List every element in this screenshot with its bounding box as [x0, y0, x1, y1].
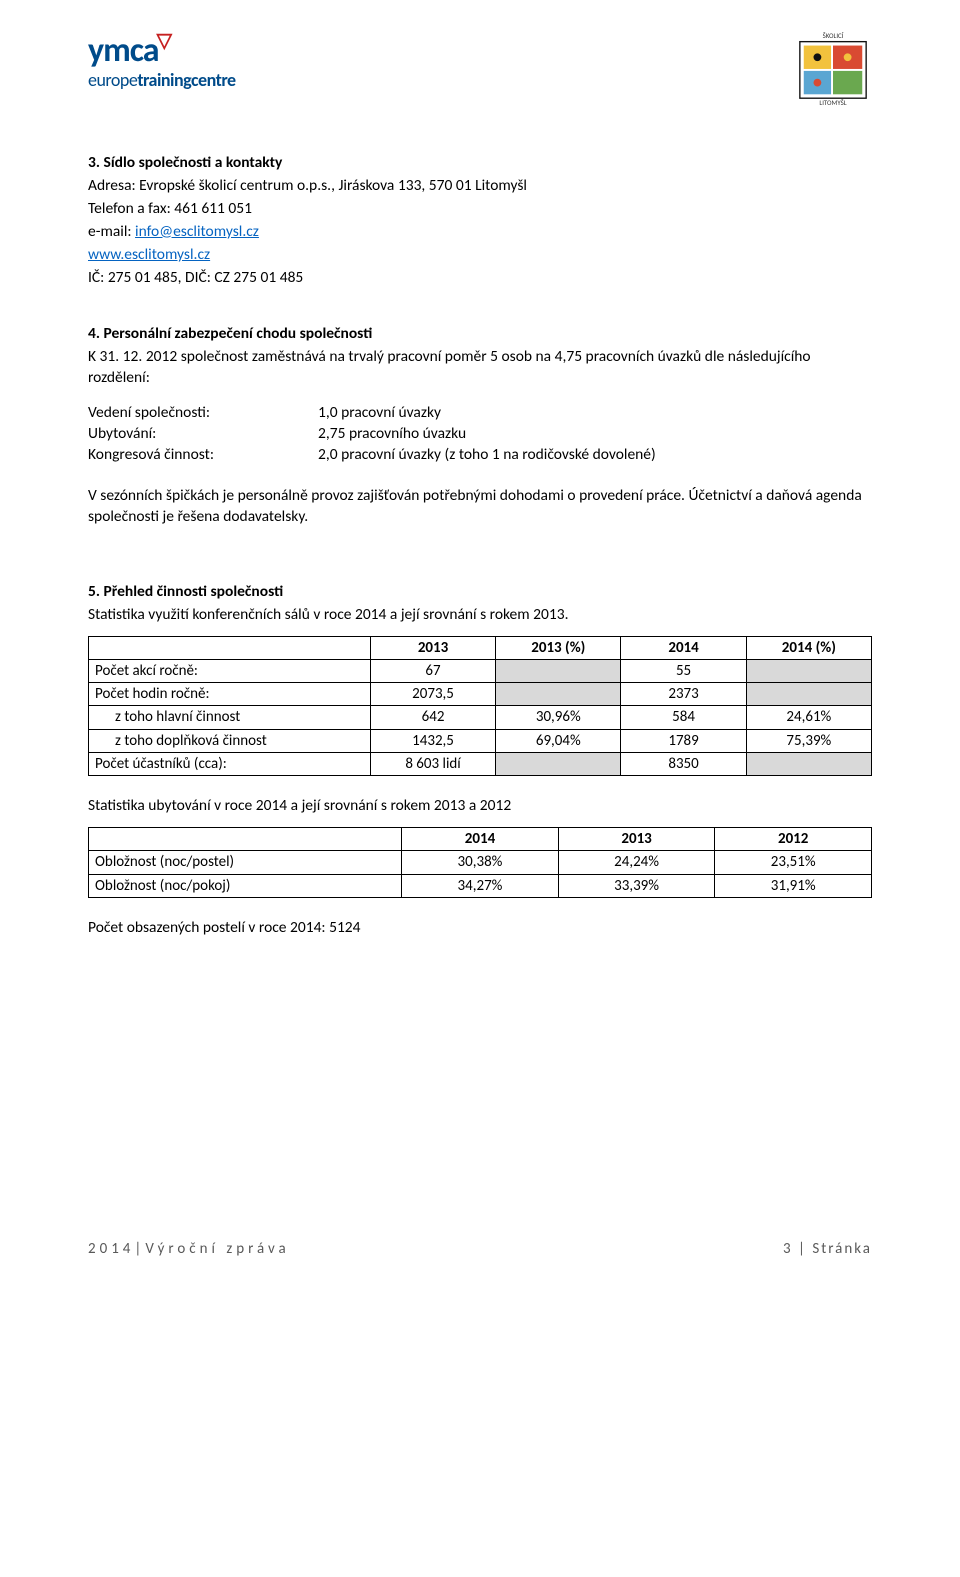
accommodation-stats-table: 201420132012Obložnost (noc/postel)30,38%…	[88, 827, 872, 898]
sec3-title: 3. Sídlo společnosti a kontakty	[88, 153, 872, 174]
email-link[interactable]: info@esclitomysl.cz	[135, 222, 259, 241]
table-cell: 55	[621, 659, 746, 682]
sec3-phone: Telefon a fax: 461 611 051	[88, 199, 872, 220]
table-cell: 23,51%	[715, 851, 872, 874]
sec4-p2: V sezónních špičkách je personálně provo…	[88, 486, 872, 528]
sec3-email-prefix: e-mail:	[88, 222, 135, 241]
allocation-label: Ubytování:	[88, 424, 318, 445]
table-cell	[746, 683, 871, 706]
allocation-row: Vedení společnosti:1,0 pracovní úvazky	[88, 403, 872, 424]
table-header: 2013	[558, 828, 715, 851]
ymca-logo-text: ymca▽	[88, 28, 236, 74]
allocation-label: Kongresová činnost:	[88, 445, 318, 466]
table-cell: 1432,5	[370, 729, 495, 752]
table-row: Počet akcí ročně:67 55	[89, 659, 872, 682]
allocation-value: 2,0 pracovní úvazky (z toho 1 na rodičov…	[318, 445, 872, 466]
website-link[interactable]: www.esclitomysl.cz	[88, 245, 210, 264]
table-cell: 34,27%	[402, 874, 559, 897]
section-3: 3. Sídlo společnosti a kontakty Adresa: …	[88, 153, 872, 289]
table-row: Počet hodin ročně:2073,5 2373	[89, 683, 872, 706]
table-cell: 8350	[621, 752, 746, 775]
footer-right: 3 | Stránka	[783, 1239, 872, 1259]
table-header	[89, 636, 371, 659]
sec4-title: 4. Personální zabezpečení chodu společno…	[88, 324, 872, 345]
table-cell: 2373	[621, 683, 746, 706]
table-cell: 8 603 lidí	[370, 752, 495, 775]
table-cell	[496, 659, 621, 682]
table-cell: 24,24%	[558, 851, 715, 874]
sec3-ic: IČ: 275 01 485, DIČ: CZ 275 01 485	[88, 268, 872, 289]
allocation-value: 1,0 pracovní úvazky	[318, 403, 872, 424]
table-cell: 24,61%	[746, 706, 871, 729]
table-row: Obložnost (noc/pokoj)34,27%33,39%31,91%	[89, 874, 872, 897]
row-label: Počet účastníků (cca):	[89, 752, 371, 775]
beds-count: Počet obsazených postelí v roce 2014: 51…	[88, 918, 872, 939]
table-cell	[746, 659, 871, 682]
conference-stats-table: 20132013 (%)20142014 (%)Počet akcí ročně…	[88, 636, 872, 777]
sec3-email-line: e-mail: info@esclitomysl.cz	[88, 222, 872, 243]
table-cell: 1789	[621, 729, 746, 752]
table-header: 2013 (%)	[496, 636, 621, 659]
table-header: 2014 (%)	[746, 636, 871, 659]
sec5-title: 5. Přehled činnosti společnosti	[88, 582, 872, 603]
table-header: 2014	[402, 828, 559, 851]
table-cell: 33,39%	[558, 874, 715, 897]
page-header: ymca▽ europetrainingcentre ŠKOLICÍ LITOM…	[88, 28, 872, 113]
table-row: z toho doplňková činnost1432,569,04%1789…	[89, 729, 872, 752]
ymca-triangle-icon: ▽	[157, 29, 171, 53]
row-label: Obložnost (noc/pokoj)	[89, 874, 402, 897]
table-header: 2012	[715, 828, 872, 851]
training-center-badge-icon: ŠKOLICÍ LITOMYŠL	[794, 28, 872, 106]
allocation-label: Vedení společnosti:	[88, 403, 318, 424]
table-cell: 69,04%	[496, 729, 621, 752]
table-cell	[746, 752, 871, 775]
allocation-row: Kongresová činnost:2,0 pracovní úvazky (…	[88, 445, 872, 466]
table-cell	[496, 752, 621, 775]
logo-right: ŠKOLICÍ LITOMYŠL	[794, 28, 872, 113]
svg-text:LITOMYŠL: LITOMYŠL	[819, 99, 846, 106]
table-row: z toho hlavní činnost64230,96%58424,61%	[89, 706, 872, 729]
table-cell: 30,38%	[402, 851, 559, 874]
row-label: Počet hodin ročně:	[89, 683, 371, 706]
footer-left: 2014|Výroční zpráva	[88, 1239, 290, 1259]
sec4-p1: K 31. 12. 2012 společnost zaměstnává na …	[88, 347, 872, 389]
row-label: z toho hlavní činnost	[89, 706, 371, 729]
table-cell: 30,96%	[496, 706, 621, 729]
table-cell: 75,39%	[746, 729, 871, 752]
logo-left: ymca▽ europetrainingcentre	[88, 28, 236, 92]
table-cell: 584	[621, 706, 746, 729]
svg-text:ŠKOLICÍ: ŠKOLICÍ	[823, 32, 844, 40]
section-4: 4. Personální zabezpečení chodu společno…	[88, 324, 872, 527]
table-header: 2013	[370, 636, 495, 659]
accommodation-intro: Statistika ubytování v roce 2014 a její …	[88, 796, 872, 817]
row-label: z toho doplňková činnost	[89, 729, 371, 752]
allocation-value: 2,75 pracovního úvazku	[318, 424, 872, 445]
allocation-row: Ubytování:2,75 pracovního úvazku	[88, 424, 872, 445]
table-cell: 31,91%	[715, 874, 872, 897]
sec5-p1: Statistika využití konferenčních sálů v …	[88, 605, 872, 626]
table-row: Obložnost (noc/postel)30,38%24,24%23,51%	[89, 851, 872, 874]
table-cell: 642	[370, 706, 495, 729]
row-label: Obložnost (noc/postel)	[89, 851, 402, 874]
section-5: 5. Přehled činnosti společnosti Statisti…	[88, 582, 872, 626]
allocation-list: Vedení společnosti:1,0 pracovní úvazkyUb…	[88, 403, 872, 466]
table-cell: 2073,5	[370, 683, 495, 706]
table-cell: 67	[370, 659, 495, 682]
row-label: Počet akcí ročně:	[89, 659, 371, 682]
sec3-address: Adresa: Evropské školicí centrum o.p.s.,…	[88, 176, 872, 197]
table-header: 2014	[621, 636, 746, 659]
page-footer: 2014|Výroční zpráva 3 | Stránka	[88, 1239, 872, 1259]
table-cell	[496, 683, 621, 706]
table-row: Počet účastníků (cca):8 603 lidí 8350	[89, 752, 872, 775]
table-header	[89, 828, 402, 851]
ymca-word: ymca	[88, 30, 159, 71]
